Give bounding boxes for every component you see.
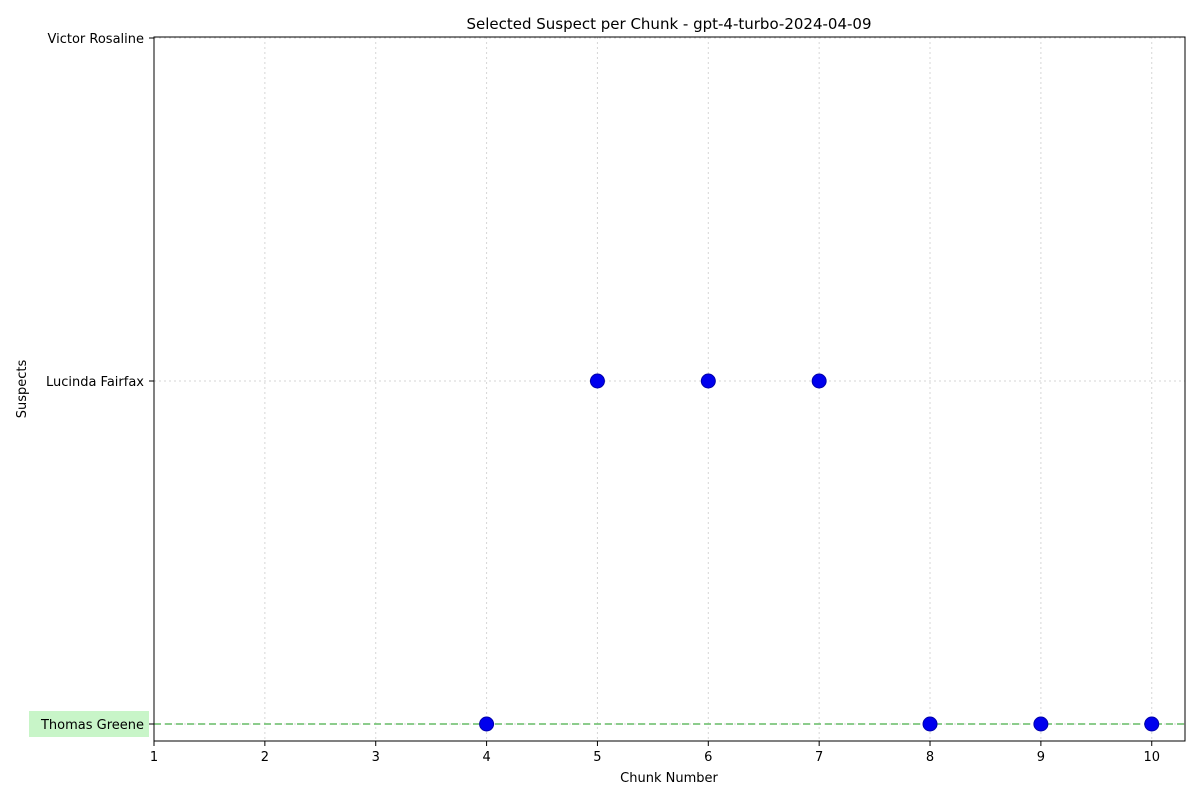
- data-point: [1144, 716, 1160, 732]
- x-axis: 1 2 3 4 5 6 7 8 9 10: [150, 741, 1160, 765]
- x-tick-label: 7: [815, 750, 823, 765]
- chart-title: Selected Suspect per Chunk - gpt-4-turbo…: [466, 15, 871, 33]
- x-axis-label: Chunk Number: [620, 771, 718, 786]
- x-tick-label: 1: [150, 750, 158, 765]
- y-tick-label: Thomas Greene: [40, 718, 144, 733]
- data-point: [811, 373, 827, 389]
- data-point: [589, 373, 605, 389]
- data-point: [1033, 716, 1049, 732]
- data-point: [922, 716, 938, 732]
- x-tick-label: 3: [372, 750, 380, 765]
- y-tick-label: Victor Rosaline: [48, 32, 145, 47]
- x-tick-label: 10: [1143, 750, 1160, 765]
- x-tick-label: 9: [1037, 750, 1045, 765]
- x-tick-label: 5: [593, 750, 601, 765]
- data-point: [700, 373, 716, 389]
- y-axis-label: Suspects: [15, 360, 30, 419]
- y-tick-highlight: [29, 711, 149, 737]
- y-tick-label: Lucinda Fairfax: [46, 375, 144, 390]
- points-layer: [479, 373, 1160, 732]
- x-tick-label: 6: [704, 750, 712, 765]
- x-tick-label: 4: [482, 750, 490, 765]
- plot-frame: [153, 36, 1186, 742]
- y-axis: Thomas Greene Lucinda Fairfax Victor Rosal…: [29, 32, 154, 737]
- data-point: [479, 716, 495, 732]
- x-tick-label: 2: [261, 750, 269, 765]
- grid-layer: [153, 37, 1185, 741]
- x-tick-label: 8: [926, 750, 934, 765]
